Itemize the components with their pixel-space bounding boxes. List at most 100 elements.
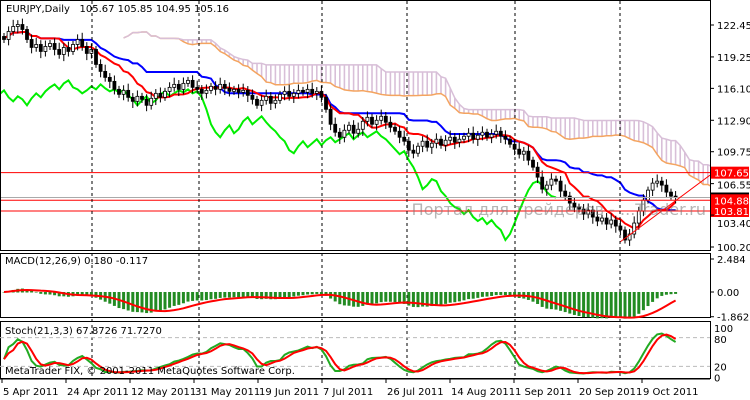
candle-body — [48, 43, 52, 47]
macd-histogram-bar — [628, 292, 632, 319]
macd-histogram-bar — [591, 292, 595, 318]
macd-histogram-bar — [241, 292, 245, 298]
candle-body — [84, 46, 89, 54]
macd-histogram-bar — [375, 292, 379, 304]
stoch-d-line — [3, 333, 677, 375]
macd-histogram-bar — [485, 292, 489, 297]
candle-body — [98, 64, 103, 72]
candle-body — [365, 116, 370, 122]
macd-histogram-bar — [365, 292, 369, 305]
macd-histogram-bar — [53, 292, 57, 296]
candle-body — [388, 121, 393, 128]
macd-signal-line — [3, 288, 677, 319]
macd-histogram-bar — [402, 292, 406, 304]
candle-body — [632, 222, 637, 235]
candle-body — [204, 89, 209, 94]
macd-histogram-bar — [264, 292, 268, 299]
macd-histogram-bar — [457, 292, 461, 302]
candle-body — [508, 138, 512, 145]
macd-histogram-bar — [384, 292, 388, 302]
macd-histogram-bar — [195, 292, 199, 301]
time-tick-label: 26 Jul 2011 — [387, 387, 444, 398]
macd-histogram-bar — [315, 292, 319, 294]
macd-histogram-bar — [398, 292, 402, 304]
macd-histogram-bar — [135, 292, 139, 313]
candle-body — [333, 123, 338, 133]
candle-body — [66, 47, 71, 52]
macd-histogram-bar — [559, 292, 563, 311]
macd-histogram-bar — [76, 292, 80, 296]
macd-histogram-bar — [572, 292, 576, 315]
macd-histogram-bar — [554, 292, 558, 310]
macd-histogram-bar — [586, 292, 590, 318]
macd-histogram-bar — [503, 292, 507, 296]
macd-histogram-bar — [499, 292, 503, 295]
candle-body — [429, 142, 434, 148]
macd-histogram-bar — [388, 292, 392, 302]
price-tick-label: 100.20 — [717, 243, 750, 254]
macd-histogram-bar — [605, 292, 609, 319]
candle-body — [342, 129, 347, 138]
macd-histogram-bar — [34, 291, 38, 293]
candle-body — [452, 136, 457, 143]
macd-histogram-bar — [618, 292, 622, 318]
macd-histogram-bar — [273, 292, 277, 300]
candle-body — [158, 92, 163, 98]
line-price-label-bg — [711, 194, 749, 207]
candle-body — [25, 29, 29, 40]
macd-histogram-bar — [260, 292, 264, 300]
candle-body — [213, 85, 218, 90]
macd-histogram-bar — [168, 292, 172, 308]
candle-body — [544, 184, 549, 190]
candle-body — [425, 140, 430, 148]
macd-histogram-bar — [421, 292, 425, 307]
candle-body — [268, 95, 273, 104]
candle-body — [411, 149, 416, 154]
candle-body — [374, 119, 379, 125]
macd-histogram-bar — [494, 292, 498, 296]
macd-histogram-bar — [361, 292, 365, 306]
macd-histogram-bar — [669, 292, 673, 295]
time-tick-label: 5 Apr 2011 — [3, 387, 58, 398]
candle-body — [604, 217, 609, 225]
macd-histogram-bar — [637, 292, 641, 314]
candle-body — [255, 98, 259, 106]
candle-body — [471, 132, 476, 140]
macd-histogram-bar — [278, 292, 282, 299]
line-price-label-bg — [711, 166, 749, 179]
time-tick-label: 12 May 2011 — [131, 387, 196, 398]
candle-body — [296, 89, 301, 94]
candle-body — [29, 39, 34, 48]
macd-histogram-bar — [85, 292, 89, 297]
candle-body — [406, 140, 411, 151]
macd-histogram-bar — [204, 292, 208, 301]
macd-histogram-bar — [660, 292, 664, 296]
macd-histogram-bar — [577, 292, 581, 316]
candle-body — [360, 120, 365, 130]
chart-header: EURJPY,Daily 105.67 105.85 104.95 105.16 — [6, 4, 229, 15]
candle-body — [572, 202, 577, 208]
macd-histogram-bar — [582, 292, 586, 318]
macd-histogram-bar — [425, 292, 429, 307]
candle-body — [586, 209, 591, 215]
macd-histogram-bar — [209, 292, 213, 300]
macd-histogram-bar — [379, 292, 383, 303]
macd-histogram-bar — [140, 292, 144, 313]
candle-body — [558, 180, 563, 192]
macd-histogram-bar — [549, 292, 553, 310]
candle-body — [135, 95, 140, 102]
macd-histogram-bar — [411, 292, 415, 307]
candle-body — [186, 79, 190, 84]
macd-histogram-bar — [292, 292, 296, 297]
macd-histogram-bar — [30, 290, 34, 293]
candle-body — [517, 148, 522, 155]
candle-body — [2, 36, 6, 40]
macd-histogram-bar — [462, 292, 466, 301]
time-tick-label: 31 May 2011 — [195, 387, 260, 398]
candle-body — [153, 92, 158, 99]
macd-histogram-bar — [80, 292, 84, 296]
line-price-label: 104.88 — [714, 196, 749, 207]
candle-body — [577, 206, 581, 210]
